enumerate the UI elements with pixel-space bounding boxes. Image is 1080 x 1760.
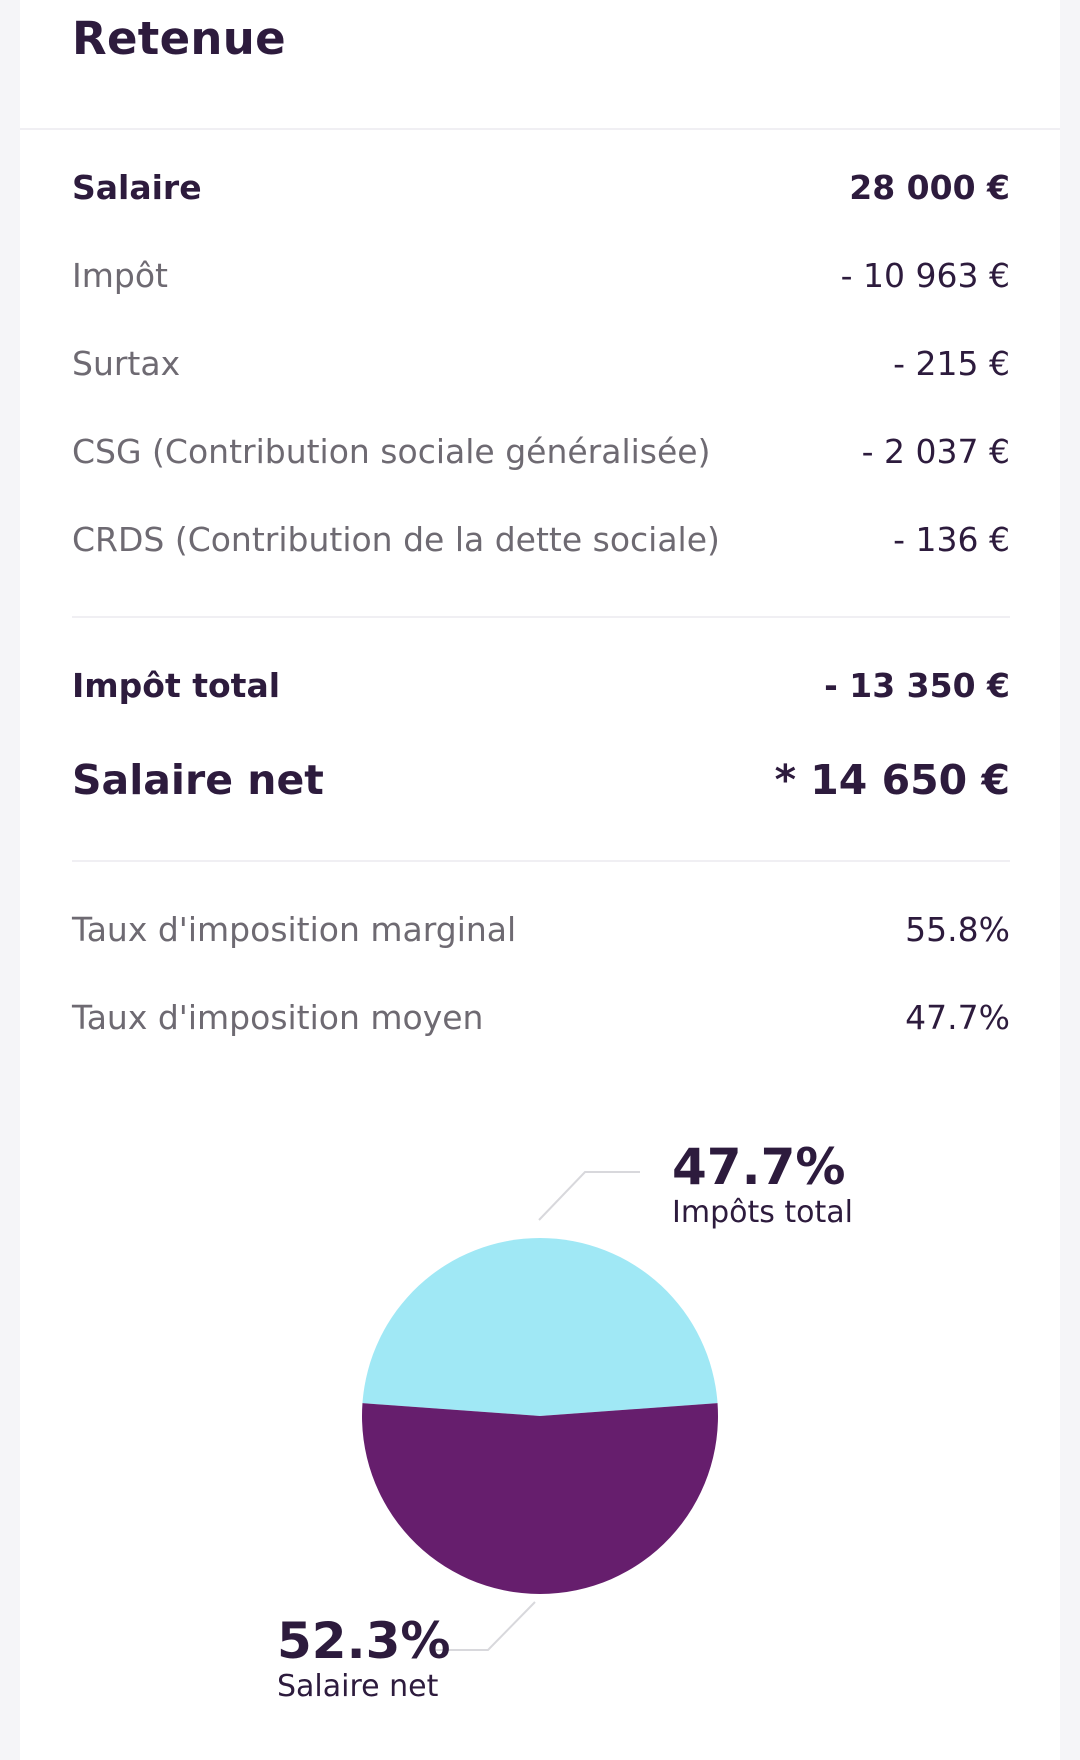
csg-label: CSG (Contribution sociale généralisée) [72, 432, 711, 471]
card-header: Retenue [20, 0, 1060, 130]
total-tax-row: Impôt total - 13 350 € [72, 666, 1010, 705]
net-leader-line [436, 1601, 536, 1651]
marginal-rate-label: Taux d'imposition marginal [72, 910, 517, 949]
income-tax-label: Impôt [72, 256, 168, 295]
net-salary-value: * 14 650 € [774, 756, 1010, 804]
divider [72, 616, 1010, 618]
crds-row: CRDS (Contribution de la dette sociale) … [72, 520, 1010, 559]
surtax-label: Surtax [72, 344, 181, 383]
marginal-rate-value: 55.8% [905, 910, 1010, 949]
csg-value: - 2 037 € [861, 432, 1010, 471]
net-slice-name: Salaire net [277, 1669, 439, 1704]
average-rate-value: 47.7% [905, 998, 1010, 1037]
divider [72, 860, 1010, 862]
net-slice-percent: 52.3% [277, 1612, 451, 1670]
surtax-row: Surtax - 215 € [72, 344, 1010, 383]
csg-row: CSG (Contribution sociale généralisée) -… [72, 432, 1010, 471]
crds-label: CRDS (Contribution de la dette sociale) [72, 520, 720, 559]
tax-slice-percent: 47.7% [672, 1138, 846, 1196]
tax-slice [362, 1238, 718, 1416]
total-tax-value: - 13 350 € [824, 666, 1010, 705]
income-tax-value: - 10 963 € [840, 256, 1010, 295]
net-salary-label: Salaire net [72, 756, 324, 804]
card-title: Retenue [72, 12, 286, 65]
tax-slice-label: 47.7% Impôts total [672, 1140, 853, 1231]
net-slice [362, 1403, 718, 1595]
average-rate-label: Taux d'imposition moyen [72, 998, 484, 1037]
salary-label: Salaire [72, 168, 202, 207]
total-tax-label: Impôt total [72, 666, 281, 705]
salary-row: Salaire 28 000 € [72, 168, 1010, 207]
income-tax-row: Impôt - 10 963 € [72, 256, 1010, 295]
crds-value: - 136 € [893, 520, 1010, 559]
net-slice-label: 52.3% Salaire net [277, 1614, 450, 1705]
net-salary-row: Salaire net * 14 650 € [72, 756, 1010, 804]
tax-slice-name: Impôts total [672, 1195, 853, 1230]
salary-value: 28 000 € [849, 168, 1010, 207]
marginal-rate-row: Taux d'imposition marginal 55.8% [72, 910, 1010, 949]
tax-leader-line [538, 1171, 640, 1221]
surtax-value: - 215 € [893, 344, 1010, 383]
withholding-card: Retenue Salaire 28 000 € Impôt - 10 963 … [20, 0, 1060, 1760]
average-rate-row: Taux d'imposition moyen 47.7% [72, 998, 1010, 1037]
